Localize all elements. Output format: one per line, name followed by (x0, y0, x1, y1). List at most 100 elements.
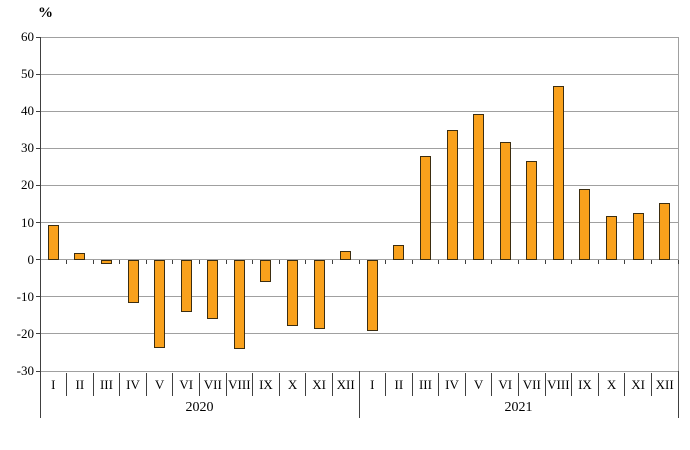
group-separator (677, 371, 679, 418)
y-axis-tick (36, 147, 40, 149)
x-tick-label: XI (631, 377, 645, 392)
y-tick-label: 30 (21, 140, 34, 156)
x-tick-label: II (75, 377, 85, 392)
bar-2021-VII (526, 161, 538, 260)
x-tick-label: IX (259, 377, 273, 392)
month-separator (491, 373, 493, 396)
x-tick-label: XI (312, 377, 326, 392)
x-tick-label: II (394, 377, 404, 392)
group-separator (358, 371, 360, 418)
month-separator (199, 373, 200, 396)
zero-axis-tick (199, 259, 200, 264)
zero-axis-tick (411, 259, 413, 264)
x-tick-label: IV (126, 377, 140, 392)
bar-2021-II (393, 245, 405, 260)
zero-axis-tick (358, 259, 360, 264)
bar-2021-VIII (552, 86, 564, 260)
zero-axis-tick (464, 259, 466, 264)
bar-2021-X (606, 215, 618, 260)
y-tick-label: -10 (16, 288, 34, 304)
bar-2020-IV (127, 259, 139, 304)
bar-2020-VIII (233, 259, 245, 349)
month-separator (650, 373, 652, 396)
y-axis-tick (36, 222, 40, 224)
x-tick-label: IV (445, 377, 459, 392)
zero-axis-tick (172, 259, 174, 264)
month-separator (624, 373, 626, 396)
month-separator (518, 373, 519, 396)
x-tick-label: III (418, 377, 432, 392)
zero-axis-tick (385, 259, 387, 264)
x-tick-label: I (370, 377, 375, 392)
plot-right-border (677, 37, 679, 371)
x-tick-label: XII (336, 377, 355, 392)
y-axis-unit-label: % (38, 5, 53, 21)
gridline (40, 296, 678, 298)
y-axis-tick (36, 333, 40, 335)
month-separator (571, 373, 573, 396)
zero-axis-tick (39, 259, 41, 264)
bar-2021-V (473, 114, 485, 260)
month-separator (252, 373, 254, 396)
bar-2021-IX (579, 189, 591, 260)
bar-2020-II (74, 253, 86, 260)
month-separator (544, 373, 546, 396)
zero-axis-tick (491, 259, 493, 264)
x-tick-label: VI (179, 377, 194, 392)
zero-axis-tick (624, 259, 626, 264)
zero-axis-tick (438, 259, 440, 264)
zero-axis-tick (544, 259, 546, 264)
bar-2021-III (419, 155, 431, 260)
month-separator (278, 373, 280, 396)
x-tick-label: VIII (228, 377, 251, 392)
month-separator (464, 373, 466, 396)
x-tick-label: III (99, 377, 113, 392)
month-separator (331, 373, 333, 396)
y-tick-label: 40 (21, 103, 34, 119)
zero-axis-tick (278, 259, 280, 264)
zero-axis-tick (92, 259, 94, 264)
bar-2021-IV (446, 130, 458, 260)
y-tick-label: 20 (21, 177, 34, 193)
y-tick-label: -30 (16, 363, 34, 378)
y-axis-tick (36, 370, 40, 372)
x-tick-label: XII (655, 377, 674, 392)
y-tick-label: 10 (21, 214, 34, 230)
group-separator (39, 371, 41, 418)
x-tick-label: I (51, 377, 56, 392)
bar-2020-XI (313, 259, 325, 329)
zero-axis-tick (677, 259, 679, 264)
x-tick-label: VII (522, 377, 541, 392)
x-tick-label: V (154, 377, 165, 392)
y-tick-label: 60 (21, 29, 34, 44)
y-axis-tick (36, 296, 40, 298)
gridline (40, 333, 678, 335)
x-tick-label: IX (578, 377, 592, 392)
x-tick-label: VIII (547, 377, 570, 392)
month-separator (66, 373, 68, 396)
bar-2021-XI (632, 212, 644, 260)
zero-axis-tick (571, 259, 573, 264)
bar-2020-VI (180, 259, 192, 312)
month-separator (172, 373, 174, 396)
y-axis-tick (36, 73, 40, 75)
x-tick-label: X (287, 377, 298, 392)
y-axis-tick (36, 184, 40, 186)
year-label-2020: 2020 (185, 400, 214, 415)
y-tick-label: 50 (21, 66, 34, 82)
gridline (40, 147, 678, 149)
year-label-2021: 2021 (504, 400, 533, 415)
bar-2020-X (287, 259, 299, 327)
bar-2020-III (100, 259, 112, 265)
month-separator (92, 373, 94, 396)
bar-2020-VII (207, 259, 219, 320)
x-tick-label: V (473, 377, 484, 392)
x-tick-label: VI (498, 377, 513, 392)
zero-axis-tick (650, 259, 652, 264)
y-tick-label: 0 (27, 251, 35, 267)
zero-axis-tick (597, 259, 599, 264)
zero-axis-tick (331, 259, 333, 264)
month-separator (305, 373, 307, 396)
y-axis-tick (36, 259, 40, 261)
